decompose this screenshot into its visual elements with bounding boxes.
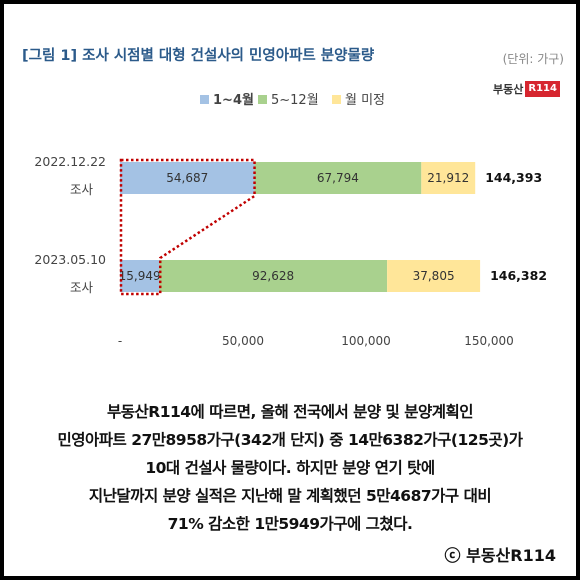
legend-swatch-2	[258, 95, 267, 104]
article-line-2: 민영아파트 27만8958가구(342개 단지) 중 14만6382가구(125…	[57, 431, 523, 449]
unit-label: (단위: 가구)	[502, 52, 564, 66]
x-tick-label-2: 50,000	[222, 334, 264, 348]
value-label-1-3: 21,912	[427, 171, 469, 185]
figure-title: [그림 1] 조사 시점별 대형 건설사의 민영아파트 분양물량	[22, 48, 375, 64]
article-line-4: 지난달까지 분양 실적은 지난해 말 계획했던 5만4687가구 대비	[88, 487, 492, 505]
value-label-1-1: 54,687	[166, 171, 208, 185]
category-label-1-survey: 조사	[70, 182, 94, 197]
bar-1-1	[120, 162, 255, 194]
bar-2-2	[159, 260, 388, 292]
bar-2-3	[387, 260, 481, 292]
legend-label-3: 월 미정	[345, 93, 385, 108]
card: [그림 1] 조사 시점별 대형 건설사의 민영아파트 분양물량 (단위: 가구…	[4, 4, 576, 576]
category-label-2-survey: 조사	[70, 280, 94, 295]
legend-swatch-3	[332, 95, 341, 104]
legend-swatch-1	[200, 95, 209, 104]
logo-text: 부동산	[493, 83, 524, 96]
value-label-2-2: 92,628	[252, 269, 294, 283]
copyright: ⓒ 부동산R114	[444, 546, 556, 565]
highlight-outline	[119, 158, 256, 296]
article-line-3: 10대 건설사 물량이다. 하지만 분양 연기 탓에	[145, 459, 435, 477]
category-label-2-date: 2023.05.10	[34, 252, 106, 267]
value-label-2-3: 37,805	[413, 269, 455, 283]
bar-2-1	[120, 260, 160, 292]
legend-label-2: 5~12월	[271, 93, 319, 108]
article-line-1: 부동산R114에 따르면, 올해 전국에서 분양 및 분양계획인	[106, 403, 474, 421]
value-label-1-2: 67,794	[317, 171, 359, 185]
article-text: 부동산R114에 따르면, 올해 전국에서 분양 및 분양계획인 민영아파트 2…	[4, 398, 576, 538]
total-label-1: 144,393	[485, 170, 542, 185]
x-tick-label-1: -	[118, 334, 122, 348]
x-tick-label-3: 100,000	[341, 334, 391, 348]
article-line-5: 71% 감소한 1만5949가구에 그쳤다.	[167, 515, 413, 533]
legend-label-1: 1~4월	[213, 92, 254, 108]
logo-box: R114	[525, 81, 560, 97]
x-tick-label-4: 150,000	[464, 334, 514, 348]
total-label-2: 146,382	[490, 268, 547, 283]
category-label-1-date: 2022.12.22	[34, 154, 106, 169]
value-label-2-1: 15,949	[119, 269, 161, 283]
bar-1-3	[421, 162, 476, 194]
stacked-bar-chart: 1~4월 5~12월 월 미정 54,687 67,794 21,912 144,393 20…	[34, 92, 547, 348]
brand-logo: 부동산 R114	[493, 81, 560, 97]
bar-1-2	[254, 162, 422, 194]
